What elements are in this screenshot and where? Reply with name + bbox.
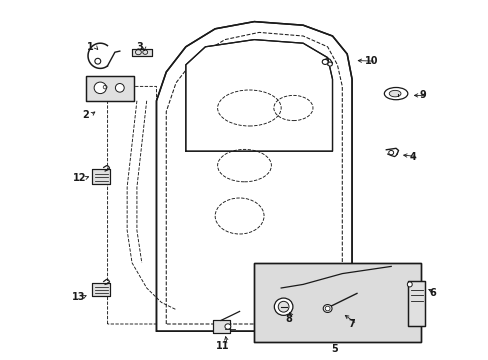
Polygon shape xyxy=(407,281,425,326)
Ellipse shape xyxy=(94,82,106,94)
Polygon shape xyxy=(85,76,134,101)
Polygon shape xyxy=(92,283,110,296)
Ellipse shape xyxy=(274,298,292,315)
Polygon shape xyxy=(92,169,110,184)
Text: 7: 7 xyxy=(348,319,355,329)
Polygon shape xyxy=(156,22,351,331)
Ellipse shape xyxy=(115,84,124,92)
Ellipse shape xyxy=(407,282,411,287)
Ellipse shape xyxy=(388,90,400,97)
Polygon shape xyxy=(254,263,420,342)
Text: 11: 11 xyxy=(215,341,229,351)
Text: 13: 13 xyxy=(71,292,85,302)
Text: 2: 2 xyxy=(82,110,89,120)
Ellipse shape xyxy=(384,87,407,100)
Ellipse shape xyxy=(278,301,288,312)
Polygon shape xyxy=(212,320,229,333)
Text: 4: 4 xyxy=(409,152,416,162)
Ellipse shape xyxy=(224,324,230,329)
Text: 10: 10 xyxy=(364,56,378,66)
Polygon shape xyxy=(132,49,151,56)
Text: 12: 12 xyxy=(73,173,86,183)
Ellipse shape xyxy=(388,150,393,155)
Text: 3: 3 xyxy=(136,42,142,52)
Text: 8: 8 xyxy=(285,314,291,324)
Polygon shape xyxy=(185,40,332,151)
Ellipse shape xyxy=(95,58,101,64)
Ellipse shape xyxy=(322,59,327,64)
Text: 5: 5 xyxy=(331,344,338,354)
Text: 1: 1 xyxy=(87,42,94,52)
Text: 9: 9 xyxy=(419,90,426,100)
Ellipse shape xyxy=(323,305,331,312)
Text: 6: 6 xyxy=(428,288,435,298)
Ellipse shape xyxy=(327,62,332,66)
